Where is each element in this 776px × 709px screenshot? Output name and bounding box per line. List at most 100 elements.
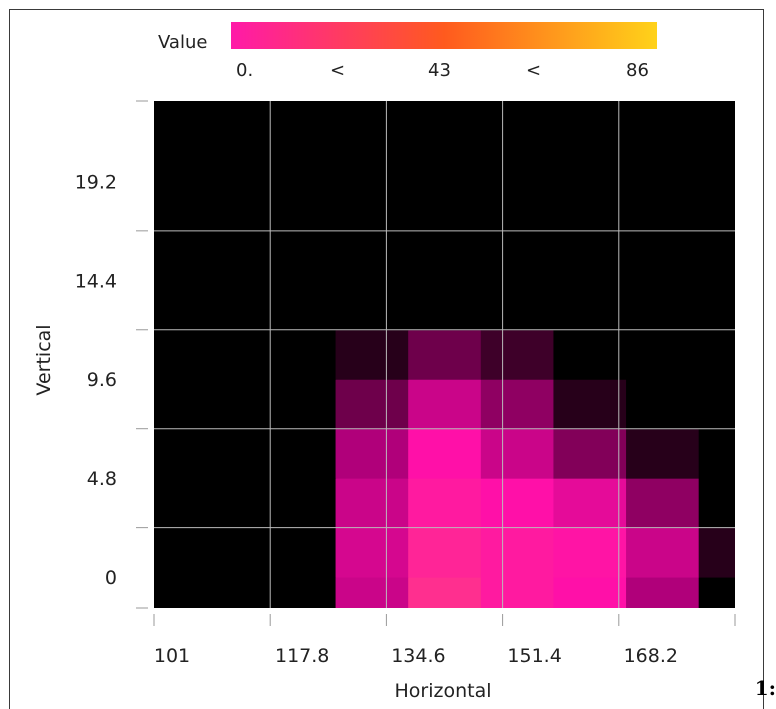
heatmap-cell: [190, 329, 264, 380]
heatmap-cell: [408, 428, 482, 479]
x-tick-label: 101: [154, 645, 190, 667]
heatmap-cell: [262, 181, 337, 232]
heatmap-cell: [262, 280, 337, 331]
legend-label-lt-1: <: [330, 60, 345, 81]
heatmap-cell: [626, 577, 700, 608]
heatmap-cell: [553, 478, 627, 529]
heatmap-cell: [262, 101, 337, 133]
heatmap-cell: [626, 478, 700, 529]
heatmap-cell: [553, 131, 627, 182]
legend-colorbar: [231, 22, 657, 49]
heatmap-cell: [553, 329, 627, 380]
heatmap-cell: [480, 478, 554, 529]
heatmap-cell: [154, 428, 191, 479]
heatmap-cell: [698, 329, 735, 380]
heatmap-cell: [262, 379, 337, 430]
heatmap-cell: [154, 527, 191, 578]
heatmap-cell: [626, 428, 700, 479]
heatmap-cell: [698, 379, 735, 430]
legend-title: Value: [158, 32, 207, 53]
heatmap-cell: [626, 280, 700, 331]
heatmap-cell: [335, 181, 409, 232]
heatmap-cell: [626, 131, 700, 182]
corner-text-fragment: 1:: [754, 676, 776, 700]
heatmap-cell: [553, 181, 627, 232]
heatmap-cell: [190, 181, 264, 232]
heatmap-cell: [480, 230, 554, 281]
heatmap-cell: [626, 379, 700, 430]
heatmap-cell: [190, 230, 264, 281]
heatmap-cell: [698, 131, 735, 182]
heatmap-cell: [190, 131, 264, 182]
heatmap-cell: [480, 428, 554, 479]
heatmap-cell: [335, 230, 409, 281]
heatmap-cell: [154, 478, 191, 529]
x-tick-label: 134.6: [391, 645, 445, 667]
heatmap-cell: [553, 428, 627, 479]
heatmap-cell: [335, 280, 409, 331]
heatmap-cell: [480, 527, 554, 578]
heatmap-cell: [408, 478, 482, 529]
heatmap-cell: [154, 379, 191, 430]
heatmap-cell: [262, 230, 337, 281]
heatmap-cell: [480, 131, 554, 182]
heatmap-cell: [698, 527, 735, 578]
y-tick-label: 4.8: [87, 468, 117, 490]
x-tick-label: 117.8: [275, 645, 329, 667]
heatmap-cell: [262, 131, 337, 182]
y-tick-label: 9.6: [87, 369, 117, 391]
heatmap-cell: [335, 577, 409, 608]
heatmap-cell: [335, 101, 409, 133]
heatmap-cell: [154, 577, 191, 608]
heatmap-cell: [262, 527, 337, 578]
heatmap-cell: [553, 379, 627, 430]
heatmap-cells: [154, 101, 735, 608]
heatmap-cell: [553, 527, 627, 578]
heatmap-cell: [190, 280, 264, 331]
heatmap-cell: [480, 379, 554, 430]
axis-ticks: 101 117.8 134.6 151.4 168.2 0 4.8 9.6 14.4 19.2: [75, 100, 736, 667]
heatmap-cell: [480, 329, 554, 380]
heatmap-cell: [190, 577, 264, 608]
legend-label-max: 86: [626, 60, 649, 81]
heatmap-cell: [698, 280, 735, 331]
heatmap-cell: [553, 230, 627, 281]
color-legend: Value 0. < 43 < 86: [158, 22, 657, 81]
heatmap-cell: [408, 280, 482, 331]
heatmap-cell: [408, 577, 482, 608]
heatmap-cell: [335, 527, 409, 578]
heatmap-cell: [190, 101, 264, 133]
heatmap-cell: [553, 280, 627, 331]
y-tick-label: 0: [105, 567, 117, 589]
y-tick-label: 14.4: [75, 270, 117, 292]
heatmap-cell: [262, 478, 337, 529]
heatmap-cell: [626, 101, 700, 133]
legend-label-mid: 43: [428, 60, 451, 81]
heatmap-cell: [480, 181, 554, 232]
heatmap-cell: [335, 428, 409, 479]
legend-label-lt-2: <: [526, 60, 541, 81]
heatmap-cell: [262, 577, 337, 608]
heatmap-cell: [190, 478, 264, 529]
grid-lines: [154, 101, 735, 608]
heatmap-cell: [154, 131, 191, 182]
heatmap-cell: [190, 379, 264, 430]
heatmap-cell: [480, 101, 554, 133]
heatmap-cell: [698, 230, 735, 281]
heatmap-cell: [154, 230, 191, 281]
heatmap-cell: [262, 428, 337, 479]
heatmap-cell: [698, 428, 735, 479]
heatmap-cell: [480, 280, 554, 331]
heatmap-cell: [408, 230, 482, 281]
heatmap-cell: [335, 131, 409, 182]
heatmap-cell: [190, 428, 264, 479]
heatmap-cell: [408, 131, 482, 182]
heatmap-cell: [698, 478, 735, 529]
y-axis-title: Vertical: [33, 324, 55, 395]
heatmap-cell: [626, 329, 700, 380]
x-axis-title: Horizontal: [394, 680, 491, 700]
heatmap-cell: [408, 329, 482, 380]
x-tick-label: 168.2: [624, 645, 678, 667]
heatmap-cell: [408, 379, 482, 430]
